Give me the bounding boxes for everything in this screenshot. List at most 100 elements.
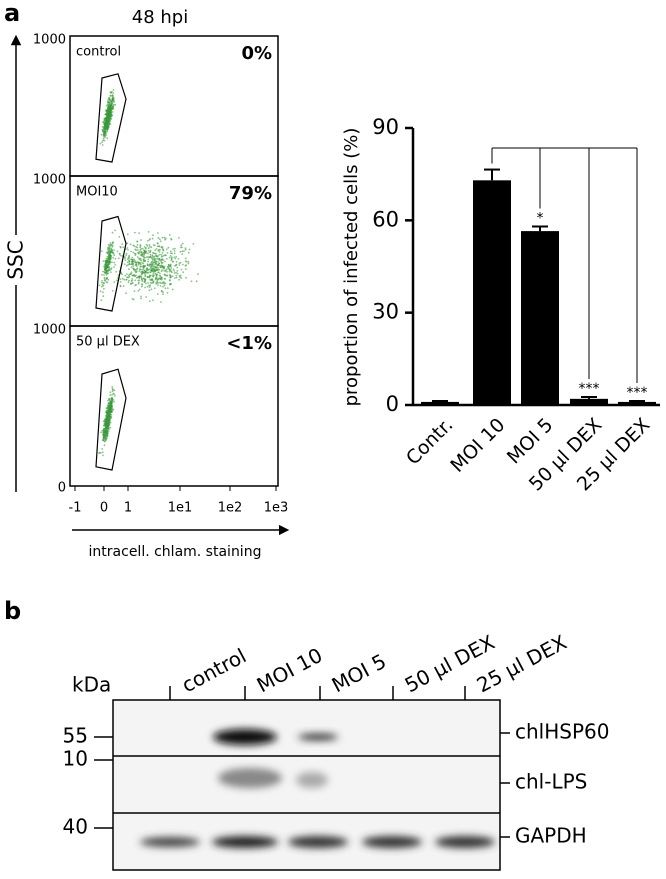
event-dot [110, 402, 113, 405]
event-dot [184, 247, 187, 250]
event-dot [187, 262, 190, 265]
event-dot [121, 277, 124, 280]
event-dot [184, 257, 187, 260]
event-dot [102, 139, 104, 142]
event-dot [111, 102, 114, 105]
event-dot [99, 142, 102, 145]
event-dot [155, 266, 158, 269]
event-dot [140, 297, 142, 300]
event-dot [125, 252, 128, 255]
event-dot [169, 275, 172, 278]
marker-label: 10 [63, 747, 88, 771]
event-dot [145, 296, 148, 298]
event-dot [133, 258, 135, 261]
event-dot [110, 109, 113, 112]
event-dot [105, 251, 108, 254]
event-dot [159, 275, 162, 278]
event-dot [137, 252, 140, 254]
event-dot [175, 255, 178, 258]
event-dot [107, 252, 110, 254]
event-dot [141, 268, 144, 271]
event-dot [112, 95, 114, 97]
event-dot [161, 264, 163, 267]
event-dot [184, 268, 187, 270]
event-dot [104, 263, 106, 265]
event-dot [107, 117, 109, 120]
event-dot [143, 246, 146, 248]
event-dot [105, 261, 107, 264]
y-tick-label: 1000 [33, 33, 66, 48]
event-dot [106, 137, 109, 140]
event-dot [152, 234, 155, 237]
flow-title: 48 hpi [132, 7, 188, 28]
event-dot [109, 117, 112, 120]
event-dot [149, 253, 152, 256]
event-dot [114, 229, 116, 232]
event-dot [155, 274, 158, 277]
event-dot [149, 281, 152, 284]
event-dot [104, 431, 107, 434]
event-dot [147, 247, 150, 250]
panel-label: 50 µl DEX [76, 335, 140, 350]
event-dot [164, 260, 167, 263]
event-dot [112, 92, 115, 94]
panel-label: control [76, 45, 121, 60]
event-dot [164, 278, 167, 280]
event-dot [98, 452, 100, 454]
event-dot [112, 89, 115, 91]
x-tick-label: 0 [100, 501, 108, 516]
event-dot [102, 291, 104, 294]
event-dot [136, 240, 139, 243]
event-dot [117, 257, 120, 260]
bar [618, 401, 656, 405]
event-dot [134, 231, 136, 234]
event-dot [164, 287, 167, 290]
event-dot [106, 405, 109, 407]
event-dot [110, 417, 113, 419]
event-dot [152, 265, 155, 267]
event-dot [161, 269, 164, 271]
event-dot [174, 277, 176, 279]
event-dot [123, 263, 126, 266]
event-dot [113, 281, 116, 283]
event-dot [105, 420, 108, 422]
event-dot [179, 261, 182, 264]
event-dot [103, 437, 105, 440]
band-label: chlHSP60 [515, 720, 609, 744]
event-dot [157, 261, 159, 263]
event-dot [113, 254, 116, 257]
event-dot [168, 270, 171, 273]
event-dot [168, 234, 171, 236]
x-tick-label: -1 [69, 501, 82, 516]
event-dot [147, 258, 150, 261]
significance-label: *** [579, 381, 600, 397]
event-dot [104, 430, 106, 432]
event-dot [152, 299, 154, 302]
event-dot [147, 256, 149, 258]
event-dot [178, 278, 181, 281]
event-dot [131, 278, 134, 280]
event-dot [185, 276, 188, 279]
event-dot [125, 279, 128, 281]
event-dot [105, 411, 108, 414]
event-dot [166, 252, 169, 254]
band [140, 837, 200, 847]
band [212, 836, 278, 848]
event-dot [157, 282, 159, 284]
event-dot [143, 254, 146, 256]
event-dot [119, 281, 122, 283]
event-dot [130, 250, 133, 253]
event-dot [178, 236, 180, 239]
event-dot [132, 251, 135, 254]
event-dot [167, 267, 170, 270]
event-dot [107, 424, 110, 427]
event-dot [143, 256, 145, 259]
event-dot [158, 262, 161, 265]
event-dot [146, 285, 149, 288]
event-dot [148, 300, 151, 303]
event-dot [144, 250, 147, 253]
event-dot [132, 244, 135, 247]
event-dot [126, 242, 129, 245]
event-dot [135, 249, 138, 252]
event-dot [102, 454, 104, 457]
